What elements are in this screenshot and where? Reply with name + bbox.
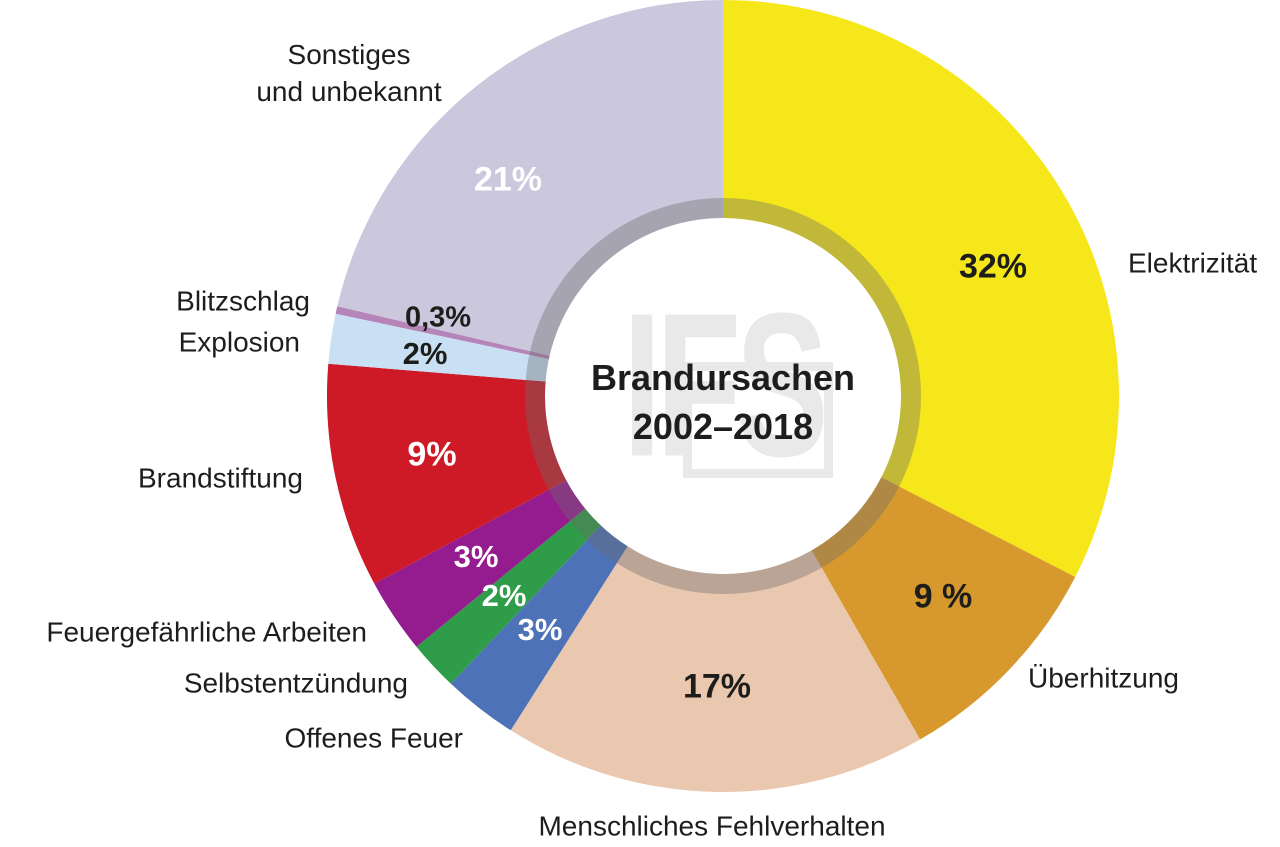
ifs-watermark-text: IFS <box>622 270 829 500</box>
segment-label-offenes-feuer: Offenes Feuer <box>284 722 463 754</box>
segment-label-ueberhitzung: Überhitzung <box>1028 662 1179 694</box>
chart-title: Brandursachen 2002–2018 <box>591 353 855 451</box>
pct-label-offenes-feuer: 3% <box>517 612 563 647</box>
pct-label-explosion: 2% <box>402 336 448 371</box>
pct-label-ueberhitzung: 9 % <box>913 577 973 616</box>
segment-label-elektrizitaet: Elektrizität <box>1128 247 1258 279</box>
slice-selbstentzuendung <box>416 508 601 684</box>
pct-label-menschliches-fehlverhalten: 17% <box>682 667 752 706</box>
segment-label-sonstiges-und-unbekannt: Sonstiges und unbekannt <box>256 39 442 107</box>
pct-label-elektrizitaet: 32% <box>958 247 1028 286</box>
slice-feuergefaehrliche-arbeiten <box>374 480 586 647</box>
segment-label-brandstiftung: Brandstiftung <box>138 462 303 494</box>
slice-sonstiges-und-unbekannt <box>337 0 723 356</box>
ifs-watermark-square <box>683 362 833 478</box>
chart-title-line1: Brandursachen <box>590 357 856 398</box>
pct-label-brandstiftung: 9% <box>407 435 457 474</box>
segment-label-feuergefaehrliche-arbeiten: Feuergefährliche Arbeiten <box>46 616 367 648</box>
pct-label-feuergefaehrliche-arbeiten: 3% <box>453 539 499 574</box>
inner-ring-overlay <box>525 198 921 594</box>
pct-label-blitzschlag: 0,3% <box>404 301 472 334</box>
slice-offenes-feuer <box>450 525 628 731</box>
slice-ueberhitzung <box>811 477 1076 740</box>
segment-label-blitzschlag: Blitzschlag <box>176 285 310 317</box>
segment-label-selbstentzuendung: Selbstentzündung <box>183 667 408 699</box>
slice-menschliches-fehlverhalten <box>510 546 921 792</box>
segment-label-menschliches-fehlverhalten: Menschliches Fehlverhalten <box>538 810 886 842</box>
segment-label-explosion: Explosion <box>178 326 300 358</box>
chart-title-line2: 2002–2018 <box>632 406 814 447</box>
slice-brandstiftung <box>326 363 567 584</box>
slice-blitzschlag <box>335 306 550 360</box>
slice-elektrizitaet <box>723 0 1119 577</box>
pct-label-sonstiges-und-unbekannt: 21% <box>473 160 543 199</box>
pct-label-selbstentzuendung: 2% <box>481 578 527 613</box>
slice-explosion <box>328 313 549 382</box>
